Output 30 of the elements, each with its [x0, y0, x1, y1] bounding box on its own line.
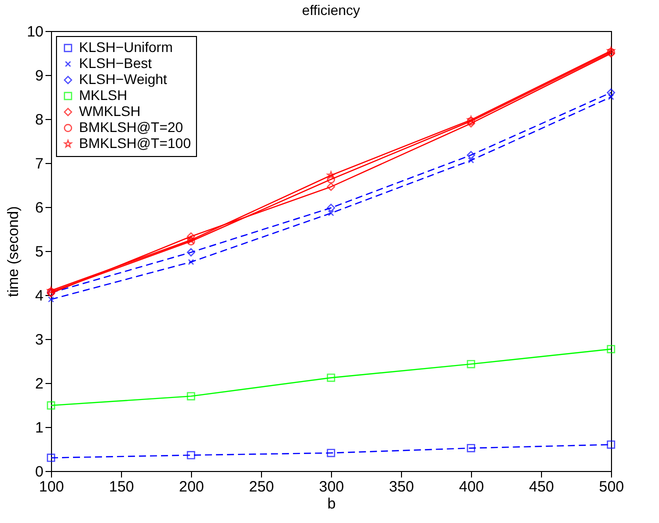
x-tick-label: 100: [38, 478, 64, 496]
x-tick-label: 150: [108, 478, 134, 496]
x-axis-title: b: [327, 496, 336, 512]
y-tick-label: 6: [35, 200, 44, 216]
legend-label: KLSH−Best: [79, 55, 152, 71]
x-tick-label: 450: [528, 478, 554, 496]
y-tick-label: 5: [35, 244, 44, 260]
legend-label: BMKLSH@T=100: [79, 135, 192, 151]
legend-label: MKLSH: [79, 87, 128, 103]
y-tick-label: 4: [35, 288, 44, 304]
legend-label: KLSH−Weight: [79, 71, 168, 87]
y-tick-label: 10: [26, 24, 44, 40]
x-tick-label: 400: [458, 478, 484, 496]
y-tick-label: 3: [35, 332, 44, 348]
legend-label: BMKLSH@T=20: [79, 119, 184, 135]
y-tick-label: 1: [35, 420, 44, 436]
legend-label: KLSH−Uniform: [79, 39, 173, 55]
x-tick-label: 300: [318, 478, 344, 496]
y-tick-label: 2: [35, 376, 44, 392]
y-axis-title: time (second): [4, 206, 22, 297]
y-tick-label: 9: [35, 68, 44, 84]
legend-label: WMKLSH: [79, 103, 140, 119]
y-tick-label: 7: [35, 156, 44, 172]
y-tick-label: 0: [35, 464, 44, 480]
chart-title: efficiency: [302, 2, 360, 18]
y-tick-label: 8: [35, 112, 44, 128]
x-tick-label: 250: [248, 478, 274, 496]
x-tick-label: 200: [178, 478, 204, 496]
x-tick-label: 350: [388, 478, 414, 496]
x-tick-label: 500: [598, 478, 624, 496]
